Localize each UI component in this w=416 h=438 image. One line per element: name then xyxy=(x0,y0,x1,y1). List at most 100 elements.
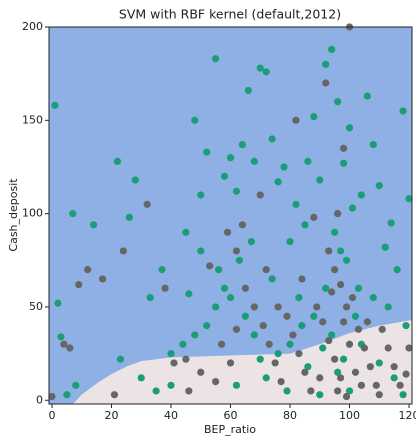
point xyxy=(283,312,291,320)
point xyxy=(241,284,249,292)
point xyxy=(348,294,357,302)
point xyxy=(325,247,333,255)
point xyxy=(387,219,395,227)
point xyxy=(396,381,404,389)
point xyxy=(191,116,199,124)
point xyxy=(310,312,318,320)
point xyxy=(212,55,220,63)
point xyxy=(402,322,410,330)
point xyxy=(214,266,223,274)
point xyxy=(405,344,413,352)
point xyxy=(393,266,401,274)
point xyxy=(262,266,270,274)
point xyxy=(256,355,264,363)
x-tick-label: 120 xyxy=(399,409,416,422)
chart-title: SVM with RBF kernel (default,2012) xyxy=(119,7,341,22)
point xyxy=(390,363,398,371)
point xyxy=(113,157,122,165)
point xyxy=(375,391,383,399)
point xyxy=(328,288,336,296)
point xyxy=(316,374,324,382)
point xyxy=(268,275,276,283)
point xyxy=(316,391,324,399)
point xyxy=(345,387,354,395)
point xyxy=(292,200,300,208)
point xyxy=(212,378,220,386)
point xyxy=(185,387,193,395)
point xyxy=(345,340,354,348)
point xyxy=(182,228,190,236)
point xyxy=(351,368,360,376)
point xyxy=(334,387,342,395)
point xyxy=(116,355,125,363)
point xyxy=(339,318,348,326)
point xyxy=(203,148,211,156)
x-axis-label: BEP_ratio xyxy=(204,423,256,436)
point xyxy=(384,303,392,311)
point xyxy=(250,303,258,311)
point xyxy=(54,299,62,307)
point xyxy=(369,294,377,302)
point xyxy=(232,247,241,255)
point xyxy=(369,140,377,149)
point xyxy=(262,68,270,76)
point xyxy=(268,135,276,143)
point xyxy=(217,340,226,348)
decision-region xyxy=(72,320,412,404)
point xyxy=(289,331,297,339)
point xyxy=(351,312,360,320)
y-tick-label: 200 xyxy=(22,20,43,33)
point xyxy=(328,331,336,339)
point xyxy=(90,221,98,229)
point xyxy=(336,374,345,382)
point xyxy=(98,275,107,283)
point xyxy=(72,381,80,389)
y-tick-label: 0 xyxy=(36,393,43,406)
point xyxy=(197,247,205,255)
point xyxy=(274,350,282,358)
point xyxy=(283,387,291,395)
point xyxy=(212,303,220,311)
point xyxy=(262,374,270,382)
point xyxy=(161,284,169,292)
point xyxy=(354,284,363,292)
point xyxy=(339,355,348,363)
x-tick-label: 20 xyxy=(104,409,118,422)
point xyxy=(310,112,318,121)
point xyxy=(84,266,92,274)
point xyxy=(295,294,303,302)
point xyxy=(322,79,330,87)
point xyxy=(48,392,56,401)
point xyxy=(167,381,175,389)
point xyxy=(226,294,235,302)
point xyxy=(274,303,282,311)
point xyxy=(131,176,139,184)
point xyxy=(357,191,366,199)
point xyxy=(372,381,380,389)
point xyxy=(336,280,345,289)
point xyxy=(206,262,214,270)
point xyxy=(295,350,303,358)
point xyxy=(256,64,264,72)
x-tick-label: 80 xyxy=(283,409,297,422)
point xyxy=(331,228,339,236)
point xyxy=(390,374,398,382)
point xyxy=(345,124,354,132)
point xyxy=(339,144,348,152)
point xyxy=(298,322,306,330)
point xyxy=(360,344,368,352)
point xyxy=(223,228,232,236)
point xyxy=(322,60,330,68)
point xyxy=(363,318,371,326)
point xyxy=(226,154,235,162)
point xyxy=(63,391,71,399)
point xyxy=(325,336,333,345)
point xyxy=(301,221,309,229)
point xyxy=(125,213,133,221)
point xyxy=(232,325,241,333)
point xyxy=(286,238,294,246)
y-axis-label: Cash_deposit xyxy=(7,178,20,252)
point xyxy=(265,340,273,348)
